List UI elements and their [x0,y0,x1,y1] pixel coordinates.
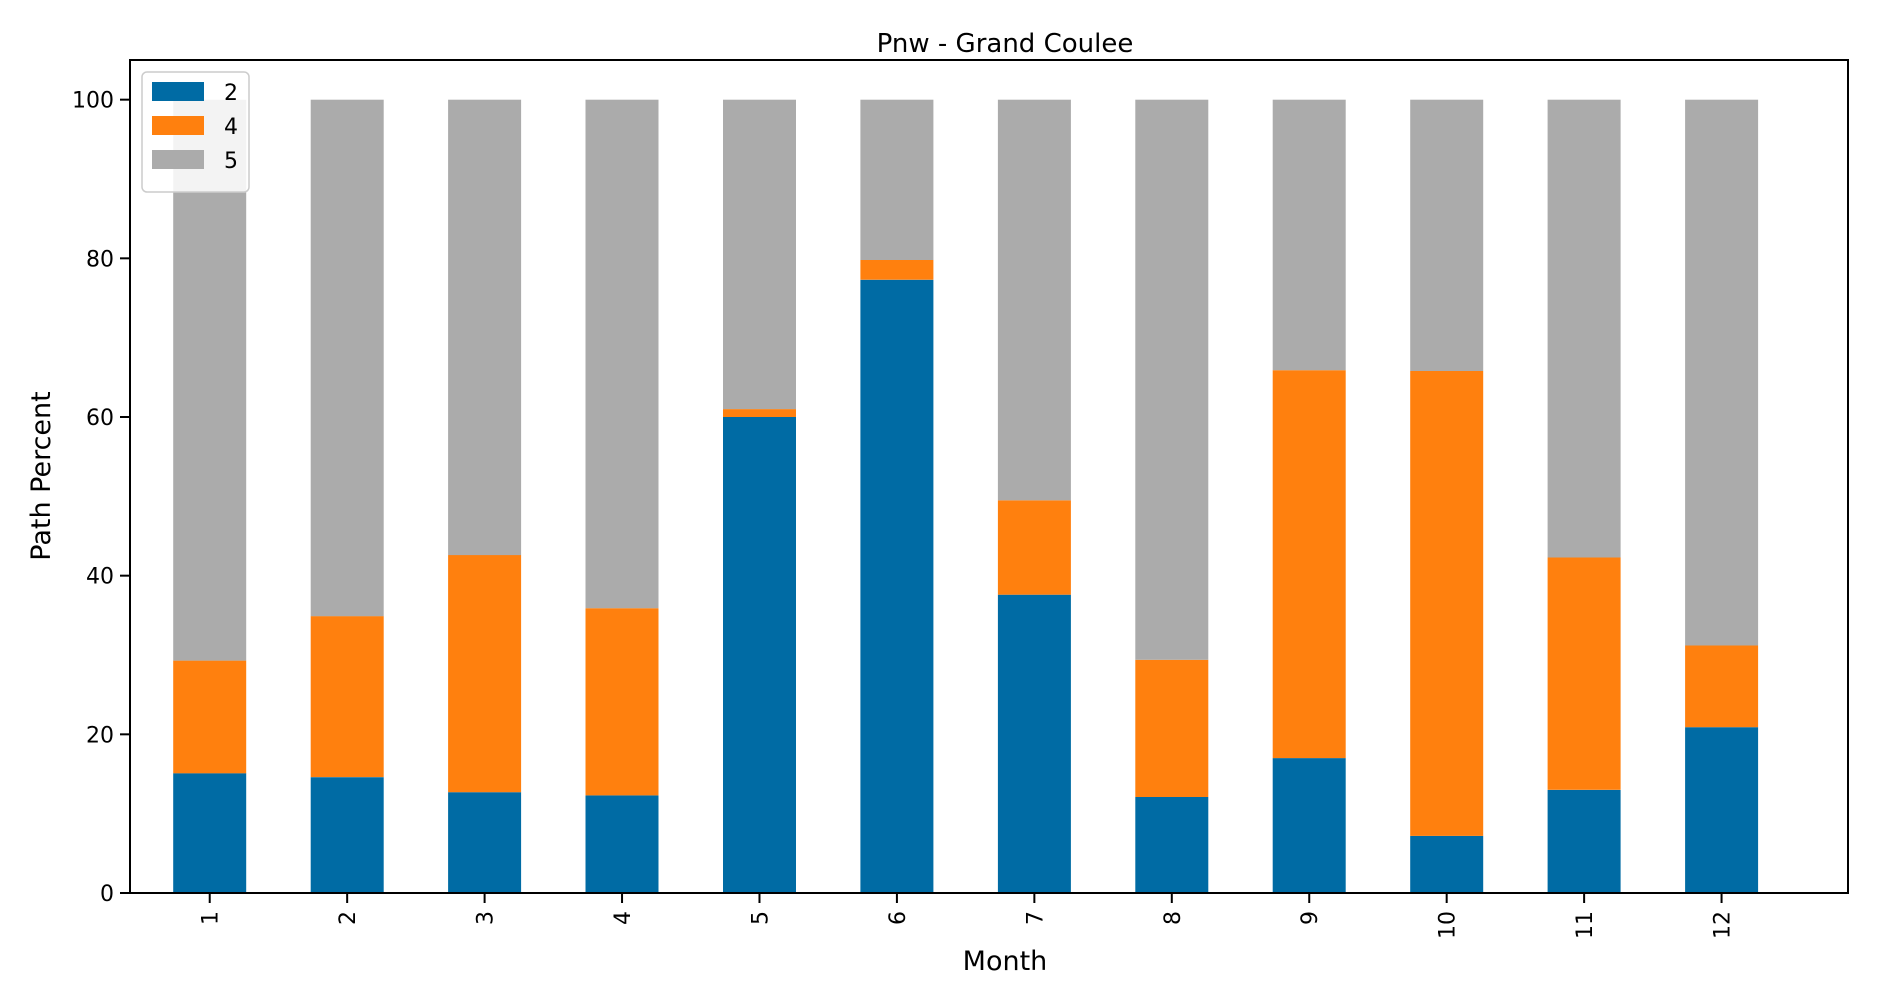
bar-series-2-month-8 [1135,797,1209,893]
bar-series-5-month-9 [1272,99,1346,371]
x-tick-label: 8 [1161,911,1186,925]
bar-series-4-month-12 [1685,645,1759,728]
bar-series-5-month-8 [1135,99,1209,660]
y-tick-label: 60 [86,406,114,431]
legend-swatch-2 [152,82,204,101]
legend-label-5: 5 [224,149,238,174]
x-tick-label: 2 [336,911,361,925]
bar-series-2-month-2 [310,777,384,893]
bar-series-2-month-7 [997,594,1071,893]
bar-series-4-month-6 [860,259,934,280]
x-axis-label: Month [963,946,1048,977]
x-tick-label: 12 [1711,911,1736,939]
legend-swatch-4 [152,116,204,135]
bar-series-5-month-12 [1685,99,1759,646]
bar-series-2-month-6 [860,279,934,893]
x-tick-label: 5 [748,911,773,925]
bar-series-4-month-7 [997,500,1071,595]
y-tick-label: 80 [86,247,114,272]
y-tick-label: 100 [72,89,114,114]
bar-series-4-month-4 [585,608,659,796]
bar-series-5-month-7 [997,99,1071,501]
x-tick-label: 6 [886,911,911,925]
bar-series-5-month-2 [310,99,384,617]
bar-series-4-month-5 [723,409,796,417]
chart-title: Pnw - Grand Coulee [877,29,1134,59]
bar-series-2-month-12 [1685,727,1759,893]
y-tick-label: 0 [100,882,114,907]
bar-series-4-month-8 [1135,659,1209,797]
bar-series-5-month-10 [1410,99,1484,371]
x-axis: 1 2 3 4 5 6 7 8 9 10 11 12 [199,893,1736,939]
bar-series-5-month-5 [723,99,796,410]
x-tick-label: 11 [1573,911,1598,939]
y-axis-label: Path Percent [26,391,57,561]
bar-series-2-month-10 [1410,835,1484,893]
y-tick-label: 20 [86,723,114,748]
x-tick-label: 10 [1436,911,1461,939]
bar-series-4-month-2 [310,616,384,778]
x-tick-label: 4 [611,911,636,925]
bar-series-4-month-3 [448,555,522,793]
bar-series-5-month-4 [585,99,659,609]
legend-label-2: 2 [224,81,238,106]
legend-label-4: 4 [224,115,238,140]
x-tick-label: 1 [199,911,224,925]
bar-series-4-month-1 [173,660,247,774]
bar-series-2-month-4 [585,795,659,893]
x-tick-label: 3 [474,911,499,925]
bar-series-2-month-3 [448,792,522,893]
y-axis: 0 20 40 60 80 100 [72,89,130,907]
bar-series-5-month-6 [860,99,934,260]
bar-series-5-month-11 [1547,99,1621,558]
x-tick-label: 7 [1023,911,1048,925]
bar-series-2-month-9 [1272,758,1346,893]
bars-group [173,99,1759,893]
bar-series-2-month-11 [1547,789,1621,893]
plot-frame [129,59,1849,894]
bar-series-4-month-9 [1272,370,1346,759]
bar-series-4-month-10 [1410,371,1484,836]
bar-series-5-month-1 [173,99,247,661]
legend-swatch-5 [152,150,204,169]
x-tick-label: 9 [1298,911,1323,925]
y-tick-label: 40 [86,565,114,590]
legend: 2 4 5 [141,71,250,193]
bar-series-4-month-11 [1547,557,1621,790]
bar-series-2-month-5 [723,417,796,893]
bar-series-2-month-1 [173,773,247,893]
bar-series-5-month-3 [448,99,522,556]
